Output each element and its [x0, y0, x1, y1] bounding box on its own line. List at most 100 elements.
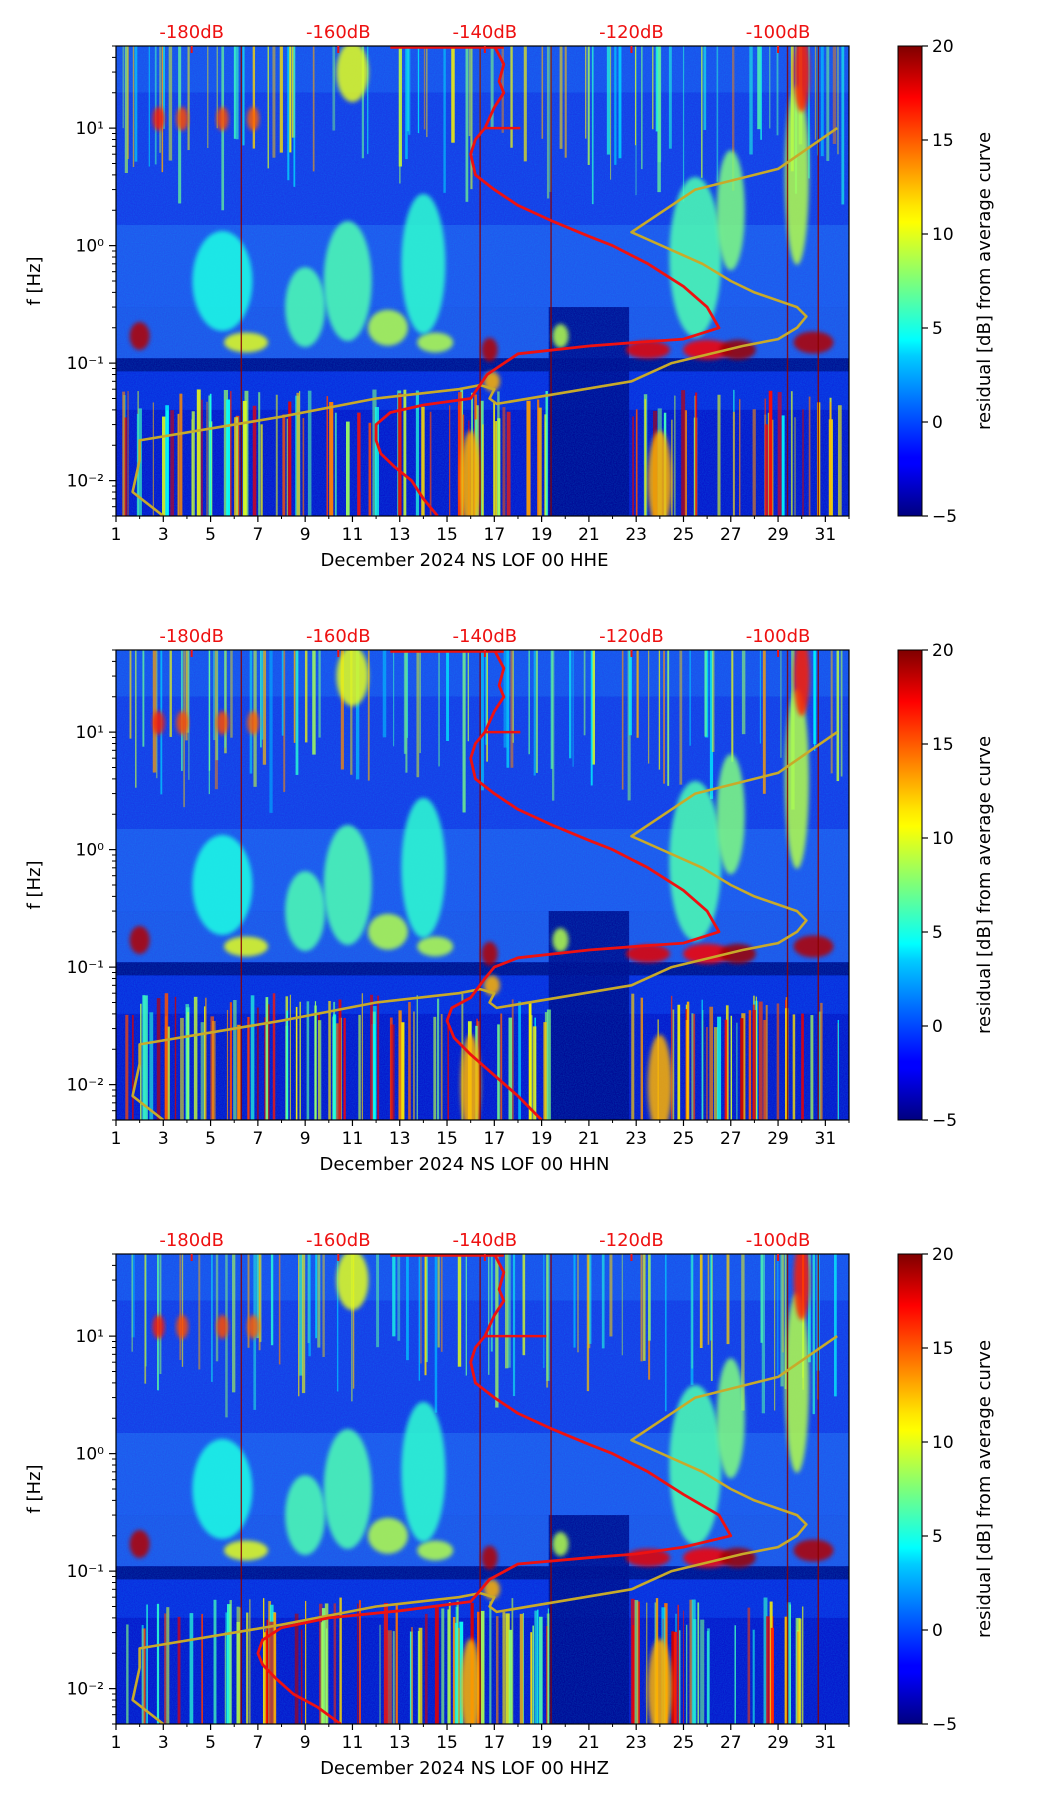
heatmap-streak — [506, 650, 510, 768]
heatmap-blob-16 — [192, 835, 253, 935]
x-tick-label: 13 — [389, 1129, 411, 1149]
heatmap-streak — [169, 650, 172, 737]
y-tick-label: 10⁻¹ — [67, 354, 104, 374]
heatmap-streak — [840, 650, 843, 777]
heatmap-streak — [419, 650, 422, 754]
x-tick-label: 17 — [484, 525, 506, 545]
heatmap-streak — [159, 46, 161, 153]
heatmap-streak — [640, 997, 644, 1120]
heatmap-streak — [672, 1009, 675, 1120]
heatmap-streak — [812, 1254, 815, 1415]
colorbar-tick-label: 0 — [932, 1017, 943, 1037]
heatmap-blob-19 — [793, 46, 810, 113]
heatmap-streak — [630, 1598, 635, 1724]
heatmap-streak — [678, 1630, 681, 1724]
heatmap-streak — [379, 1624, 381, 1724]
heatmap-streak — [329, 402, 334, 516]
y-axis-label: f [Hz] — [24, 860, 45, 909]
heatmap-streak — [801, 1013, 804, 1120]
heatmap-streak — [267, 46, 269, 169]
heatmap-streak — [322, 1254, 325, 1357]
top-db-label: -100dB — [746, 22, 811, 43]
heatmap-blob-15 — [784, 688, 809, 869]
heatmap-streak — [808, 396, 811, 516]
heatmap-streak — [457, 392, 462, 516]
heatmap-streak — [191, 411, 195, 516]
x-tick-label: 27 — [720, 525, 742, 545]
heatmap-streak — [546, 1613, 550, 1724]
heatmap-blob-22 — [216, 710, 229, 735]
heatmap-streak — [486, 650, 488, 762]
heatmap-streak — [272, 993, 276, 1120]
heatmap-streak — [355, 650, 360, 780]
y-tick-label: 10¹ — [76, 1327, 104, 1347]
heatmap-streak — [465, 1254, 467, 1376]
heatmap-streak — [508, 1629, 513, 1724]
heatmap-streak — [234, 417, 239, 516]
heatmap-streak — [132, 46, 135, 168]
heatmap-streak — [794, 417, 796, 516]
heatmap-streak — [122, 46, 124, 129]
heatmap-streak — [262, 1598, 265, 1724]
heatmap-blob-2 — [285, 871, 326, 952]
heatmap-streak — [802, 1606, 804, 1724]
heatmap-streak — [543, 1022, 547, 1120]
heatmap-blob-5 — [417, 1540, 454, 1561]
top-db-label: -120dB — [599, 626, 664, 647]
heatmap-streak — [127, 46, 129, 160]
heatmap-streak — [398, 393, 402, 516]
heatmap-streak — [141, 1625, 144, 1724]
heatmap-streak — [541, 46, 544, 139]
heatmap-streak — [511, 999, 514, 1120]
heatmap-streak — [258, 1254, 261, 1351]
heatmap-streak — [448, 1602, 451, 1724]
heatmap-blob-21 — [176, 1314, 189, 1339]
heatmap-streak — [179, 1254, 182, 1360]
heatmap-streak — [377, 995, 380, 1120]
heatmap-streak — [406, 650, 409, 738]
heatmap-blob-2 — [285, 267, 326, 348]
heatmap-streak — [287, 46, 290, 181]
heatmap-streak — [320, 1622, 324, 1724]
heatmap-blob-4 — [367, 309, 408, 346]
colorbar-tick-label: 20 — [932, 1245, 954, 1265]
heatmap-streak — [403, 389, 407, 516]
heatmap-streak — [152, 402, 154, 516]
heatmap-streak — [495, 421, 498, 516]
heatmap-streak — [710, 1254, 713, 1341]
heatmap-blob-20 — [152, 106, 165, 131]
heatmap-streak — [691, 1599, 696, 1724]
heatmap-streak — [144, 995, 148, 1120]
heatmap-streak — [510, 46, 513, 148]
heatmap-streak — [399, 46, 401, 184]
heatmap-streak — [502, 407, 506, 516]
heatmap-streak — [382, 650, 387, 738]
colorbar-tick-label: −5 — [932, 1111, 957, 1131]
heatmap-streak — [569, 650, 572, 759]
heatmap-streak — [551, 650, 555, 801]
heatmap-blob-8 — [552, 928, 569, 953]
heatmap-streak — [528, 1001, 532, 1120]
heatmap-streak — [832, 46, 837, 144]
heatmap-streak — [644, 399, 646, 516]
heatmap-streak — [451, 46, 455, 143]
heatmap-streak — [532, 1625, 534, 1724]
heatmap-streak — [249, 1599, 251, 1724]
heatmap-streak — [711, 650, 715, 752]
heatmap-streak — [802, 409, 804, 516]
heatmap-streak — [677, 1604, 679, 1724]
x-tick-label: 11 — [342, 1129, 364, 1149]
heatmap-blob-16 — [192, 1439, 253, 1539]
heatmap-streak — [395, 1603, 398, 1724]
heatmap-streak — [299, 391, 301, 516]
heatmap-streak — [237, 1024, 241, 1120]
heatmap-streak — [572, 650, 574, 767]
heatmap-streak — [621, 1254, 623, 1356]
heatmap-streak — [434, 1254, 438, 1413]
heatmap-streak — [577, 1254, 579, 1353]
heatmap-streak — [298, 1254, 300, 1397]
heatmap-streak — [225, 1254, 228, 1418]
heatmap-blob-10 — [683, 943, 732, 964]
heatmap-streak — [776, 1254, 779, 1375]
